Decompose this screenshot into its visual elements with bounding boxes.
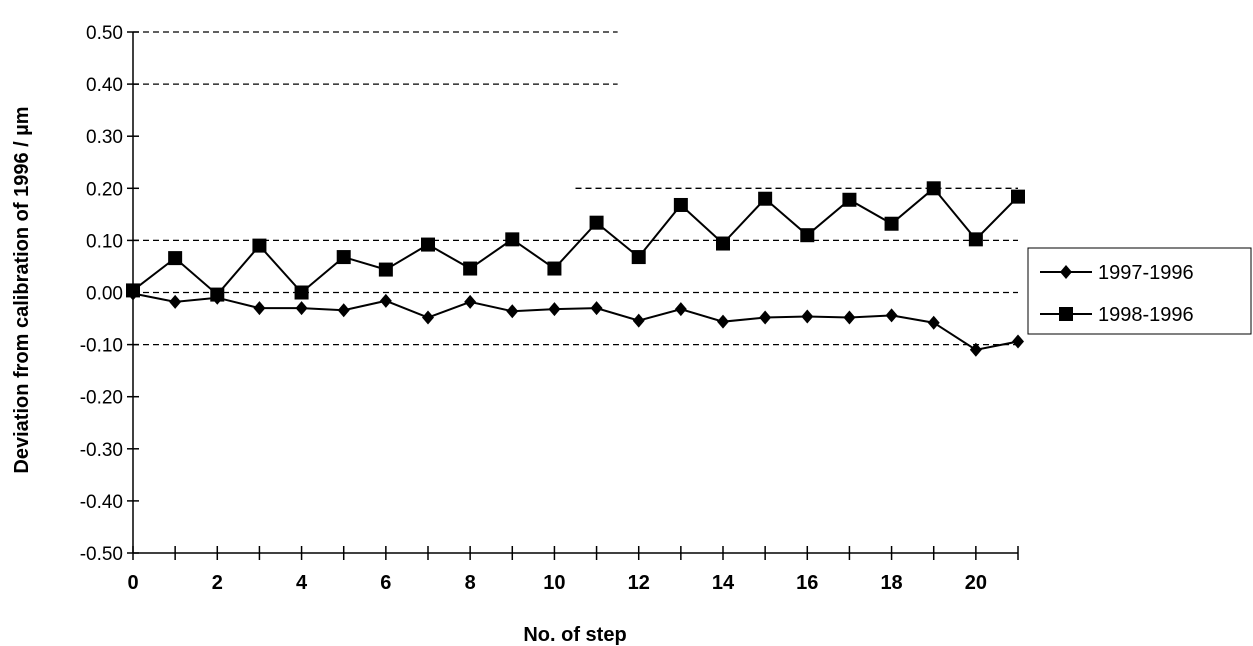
y-axis-title: Deviation from calibration of 1996 / µm bbox=[11, 106, 33, 473]
data-point-1998-1996 bbox=[505, 232, 520, 247]
data-point-1998-1996 bbox=[1011, 189, 1025, 204]
data-point-1998-1996 bbox=[926, 181, 941, 196]
data-point-1997-1996 bbox=[295, 301, 308, 316]
x-tick-label: 12 bbox=[628, 572, 650, 594]
data-point-1998-1996 bbox=[968, 232, 983, 247]
x-axis-ticks: 0 2 4 6 8 10 12 14 16 18 20 bbox=[127, 546, 1019, 594]
y-tick-label: 0.10 bbox=[86, 231, 123, 252]
data-point-1997-1996 bbox=[337, 303, 350, 318]
y-tick-label: -0.50 bbox=[80, 544, 123, 565]
x-axis-title: No. of step bbox=[523, 624, 626, 646]
data-point-1998-1996 bbox=[631, 250, 646, 265]
data-point-1998-1996 bbox=[294, 285, 309, 300]
series-1997-1996 bbox=[127, 286, 1024, 357]
y-tick-label: 0.00 bbox=[86, 284, 123, 305]
y-tick-label: 0.30 bbox=[86, 127, 123, 148]
x-tick-label: 0 bbox=[127, 572, 138, 594]
data-point-1997-1996 bbox=[801, 309, 814, 324]
data-point-1998-1996 bbox=[589, 215, 604, 230]
legend-label-1997-1996: 1997-1996 bbox=[1098, 262, 1194, 284]
data-point-1997-1996 bbox=[717, 314, 729, 329]
y-tick-label: 0.50 bbox=[86, 23, 123, 44]
data-point-1998-1996 bbox=[252, 238, 267, 253]
legend-marker-1997-1996 bbox=[1060, 265, 1072, 279]
series-1998-1996 bbox=[126, 181, 1025, 302]
data-point-1998-1996 bbox=[842, 192, 857, 207]
reference-lines bbox=[133, 31, 1018, 346]
data-point-1998-1996 bbox=[463, 261, 478, 276]
x-tick-label: 2 bbox=[212, 572, 223, 594]
x-tick-label: 10 bbox=[543, 572, 565, 594]
legend: 1997-1996 1998-1996 bbox=[1027, 247, 1252, 335]
x-tick-label: 18 bbox=[880, 572, 902, 594]
series-layer bbox=[126, 181, 1025, 357]
data-point-1997-1996 bbox=[253, 301, 266, 316]
data-point-1997-1996 bbox=[969, 342, 982, 357]
data-point-1998-1996 bbox=[421, 237, 435, 252]
series-line-1997-1996 bbox=[132, 292, 1019, 351]
data-point-1997-1996 bbox=[590, 301, 603, 316]
x-tick-label: 8 bbox=[465, 572, 476, 594]
data-point-1998-1996 bbox=[210, 287, 225, 302]
y-tick-label: 0.40 bbox=[86, 75, 123, 96]
data-point-1998-1996 bbox=[800, 228, 815, 243]
series-line-1998-1996 bbox=[132, 186, 1019, 296]
data-point-1997-1996 bbox=[379, 293, 392, 308]
data-point-1997-1996 bbox=[548, 302, 561, 317]
data-point-1998-1996 bbox=[673, 197, 688, 212]
data-point-1998-1996 bbox=[716, 236, 730, 251]
y-tick-label: 0.20 bbox=[86, 179, 123, 200]
data-point-1998-1996 bbox=[378, 262, 393, 277]
data-point-1997-1996 bbox=[1012, 334, 1024, 349]
data-point-1997-1996 bbox=[759, 310, 772, 325]
y-tick-label: -0.40 bbox=[80, 492, 123, 513]
legend-marker-1998-1996 bbox=[1059, 307, 1073, 321]
x-tick-label: 6 bbox=[380, 572, 391, 594]
data-point-1997-1996 bbox=[422, 310, 434, 325]
y-axis-ticks: 0.50 0.40 0.30 0.20 0.10 0.00 -0.10 -0.20 -0.30 -… bbox=[80, 23, 139, 565]
x-tick-label: 20 bbox=[965, 572, 987, 594]
x-tick-label: 16 bbox=[796, 572, 818, 594]
data-point-1998-1996 bbox=[126, 283, 140, 298]
data-point-1997-1996 bbox=[169, 294, 182, 309]
legend-label-1998-1996: 1998-1996 bbox=[1098, 304, 1194, 326]
data-point-1997-1996 bbox=[506, 304, 519, 319]
data-point-1998-1996 bbox=[884, 216, 899, 231]
data-point-1998-1996 bbox=[547, 261, 562, 276]
data-point-1997-1996 bbox=[632, 313, 645, 328]
y-tick-label: -0.10 bbox=[80, 336, 123, 357]
data-point-1997-1996 bbox=[843, 310, 856, 325]
data-point-1998-1996 bbox=[758, 191, 773, 206]
data-point-1997-1996 bbox=[674, 302, 687, 317]
x-tick-label: 14 bbox=[712, 572, 735, 594]
data-point-1997-1996 bbox=[885, 308, 898, 323]
x-tick-label: 4 bbox=[296, 572, 308, 594]
data-point-1997-1996 bbox=[464, 294, 477, 309]
data-point-1998-1996 bbox=[168, 251, 183, 266]
data-point-1998-1996 bbox=[336, 250, 351, 265]
data-point-1997-1996 bbox=[927, 315, 940, 330]
y-tick-label: -0.20 bbox=[80, 388, 123, 409]
y-tick-label: -0.30 bbox=[80, 440, 123, 461]
